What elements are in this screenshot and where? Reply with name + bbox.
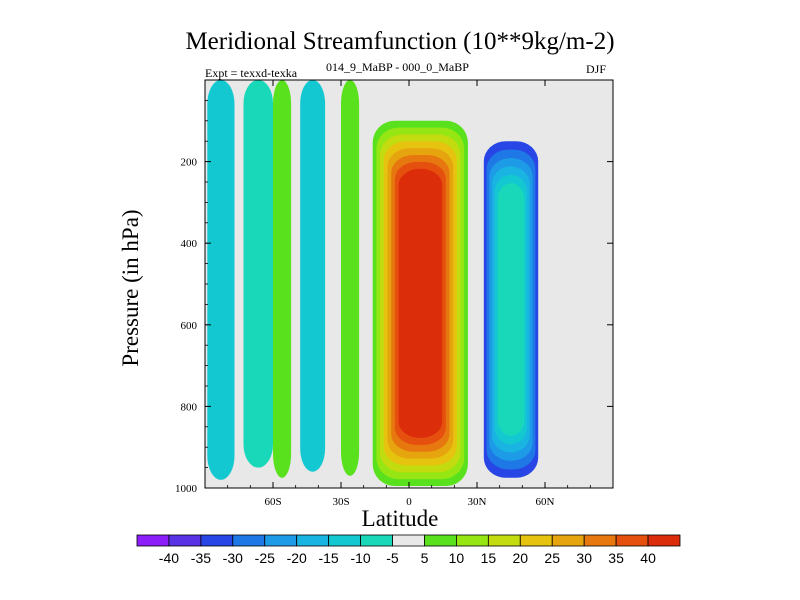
y-tick-label: 600 [181, 320, 198, 332]
y-tick-label: 200 [181, 157, 198, 169]
colorbar-swatch [168, 534, 202, 547]
x-axis-label: Latitude [361, 506, 439, 531]
colorbar-label: -30 [223, 550, 243, 566]
colorbar-swatch [360, 534, 393, 547]
northern-negative-cell-level--5 [497, 183, 525, 436]
y-tick-label: 1000 [175, 483, 198, 495]
colorbar-label: 30 [576, 550, 592, 566]
chart-subtitle: 014_9_MaBP - 000_0_MaBP [326, 60, 469, 74]
axes: 60S 30S 0 30N 60N 200 400 600 800 1000 [175, 79, 614, 508]
mid-south-cell-level--5 [243, 80, 273, 468]
colorbar-label: -15 [318, 550, 338, 566]
hadley-cell-anomaly-level-40 [398, 168, 443, 438]
colorbar-label: -40 [159, 550, 179, 566]
colorbar-label: 10 [449, 550, 465, 566]
colorbar-label: 35 [608, 550, 624, 566]
positive-band-level-5 [341, 80, 360, 476]
southern-cell-level--10 [207, 80, 235, 480]
colorbar-swatch [328, 534, 361, 547]
x-tick-label: 30S [332, 496, 349, 508]
colorbar-swatch [519, 534, 553, 547]
colorbar-swatch [136, 534, 170, 547]
season-label: DJF [586, 62, 607, 76]
contour-fills [207, 80, 539, 487]
colorbar-swatch [583, 534, 617, 547]
colorbar-swatch [392, 534, 425, 547]
colorbar-label: 15 [481, 550, 497, 566]
colorbar-swatch [232, 534, 266, 547]
colorbar-label: 25 [544, 550, 560, 566]
x-tick-label: 60N [536, 496, 555, 508]
colorbar-swatch [615, 534, 649, 547]
chart-title: Meridional Streamfunction (10**9kg/m-2) [185, 28, 615, 55]
colorbar-swatch [456, 534, 489, 547]
x-tick-label: 0 [406, 496, 412, 508]
colorbar-swatch [487, 534, 521, 547]
colorbar-label: -35 [191, 550, 211, 566]
y-tick-label: 800 [181, 401, 198, 413]
colorbar-label: -10 [350, 550, 370, 566]
colorbar-swatch [551, 534, 585, 547]
x-tick-label: 30N [468, 496, 487, 508]
colorbar-swatch [647, 534, 681, 547]
colorbar-label: -25 [255, 550, 275, 566]
colorbar-label: -5 [386, 550, 399, 566]
midlatitude-positive-band-level-5 [273, 80, 292, 478]
colorbar: -40 -35 -30 -25 -20 -15 -10 -5 5 10 15 20 25 30 35 40 [136, 534, 681, 566]
colorbar-swatch [296, 534, 330, 547]
colorbar-swatch [200, 534, 234, 547]
colorbar-label: -20 [287, 550, 307, 566]
colorbar-swatch [424, 534, 457, 547]
experiment-label: Expt = texxd-texka [205, 66, 298, 80]
x-tick-label: 60S [264, 496, 281, 508]
subtropical-negative-band-level--10 [300, 80, 326, 472]
colorbar-label: 40 [640, 550, 656, 566]
colorbar-label: 20 [513, 550, 529, 566]
colorbar-swatch [264, 534, 298, 547]
y-tick-label: 400 [181, 238, 198, 250]
colorbar-label: 5 [421, 550, 429, 566]
